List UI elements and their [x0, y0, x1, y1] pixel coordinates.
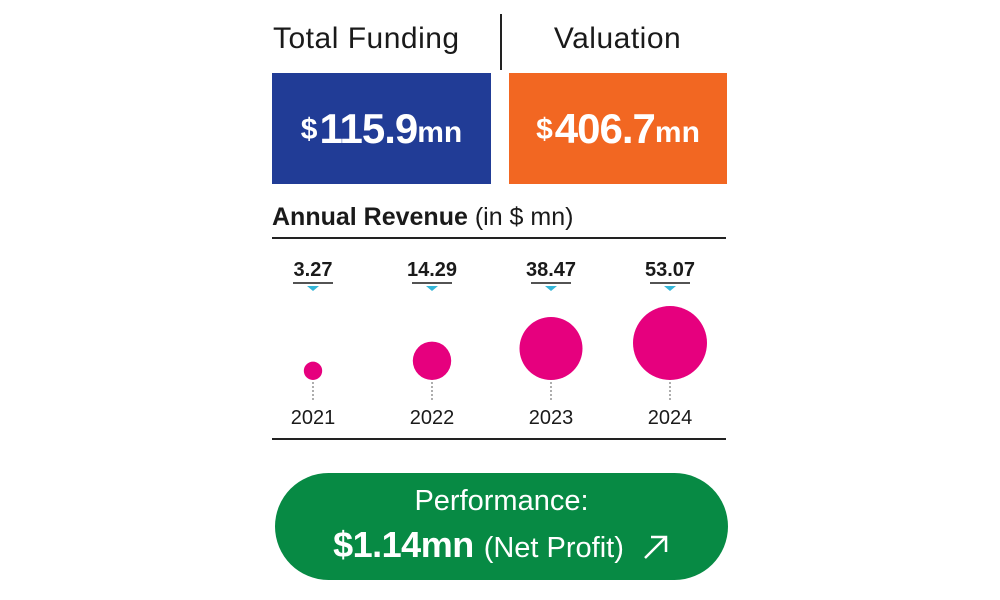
funding-amount: 115.9: [319, 104, 418, 152]
revenue-heading-title: Annual Revenue: [272, 203, 468, 231]
funding-unit: mn: [417, 115, 463, 149]
valuation-box: $406.7 mn: [509, 73, 727, 184]
arrow-up-right-icon: [644, 535, 668, 559]
value-label: 38.47: [526, 259, 576, 281]
valuation-currency: $: [536, 112, 553, 146]
header-divider: [500, 14, 502, 70]
total-funding-box: $115.9 mn: [272, 73, 491, 184]
total-funding-title: Total Funding: [273, 22, 460, 55]
net-profit-note: (Net Profit): [483, 532, 624, 564]
performance-title: Performance:: [414, 485, 589, 517]
valuation-unit: mn: [654, 115, 700, 149]
revenue-heading-unit: (in $ mn): [474, 203, 574, 231]
revenue-bubble: [303, 361, 323, 380]
chart-top-rule: [272, 237, 726, 239]
chart-bottom-rule: [272, 438, 726, 440]
pointer-icon: [545, 286, 557, 291]
revenue-bubble: [633, 306, 707, 380]
pointer-icon: [664, 286, 676, 291]
performance-line: $1.14mn (Net Profit): [275, 524, 728, 566]
year-label: 2022: [410, 407, 455, 429]
net-profit-value: $1.14mn: [333, 524, 474, 565]
revenue-heading: Annual Revenue (in $ mn): [272, 203, 573, 232]
pointer-icon: [426, 286, 438, 291]
performance-pill: Performance: $1.14mn (Net Profit): [275, 473, 728, 580]
pointer-icon: [307, 286, 319, 291]
value-label: 53.07: [645, 259, 695, 281]
funding-currency: $: [300, 112, 318, 146]
value-label: 14.29: [407, 259, 457, 281]
year-label: 2023: [529, 407, 574, 429]
value-label: 3.27: [294, 259, 333, 281]
revenue-bubble: [519, 316, 583, 380]
valuation-title: Valuation: [553, 22, 682, 55]
revenue-bubble: [412, 341, 452, 380]
year-label: 2021: [291, 407, 336, 429]
valuation-amount: 406.7: [554, 104, 656, 152]
year-label: 2024: [648, 407, 693, 429]
